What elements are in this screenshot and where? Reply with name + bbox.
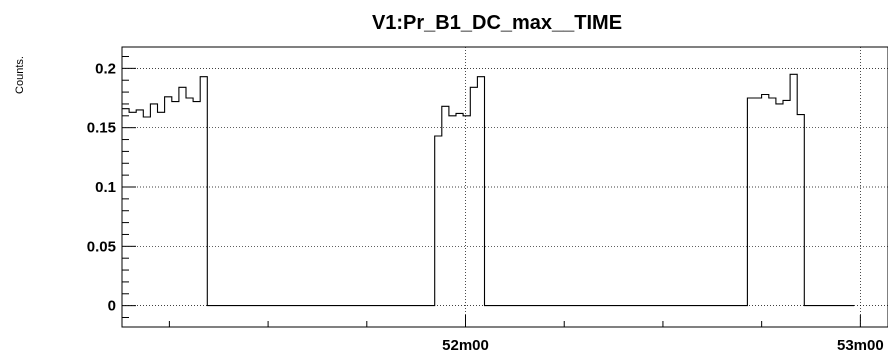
y-tick-label: 0.05 — [87, 238, 116, 255]
axes: 0 0.05 0.1 0.15 0.2 52m00 53m00 — [87, 55, 884, 354]
y-tick-label: 0.1 — [95, 179, 116, 196]
y-tick-label: 0.2 — [95, 60, 116, 77]
y-tick-label: 0 — [108, 298, 116, 315]
plot-frame — [121, 46, 888, 328]
y-tick-label: 0.15 — [87, 120, 116, 137]
chart-title: V1:Pr_B1_DC_max__TIME — [372, 12, 622, 34]
histogram-series — [122, 73, 854, 307]
histogram-line — [122, 73, 854, 307]
x-tick-label: 53m00 — [837, 337, 884, 354]
x-tick-label: 52m00 — [442, 337, 489, 354]
grid-lines — [122, 47, 888, 327]
y-axis-label: Counts. — [14, 56, 26, 94]
